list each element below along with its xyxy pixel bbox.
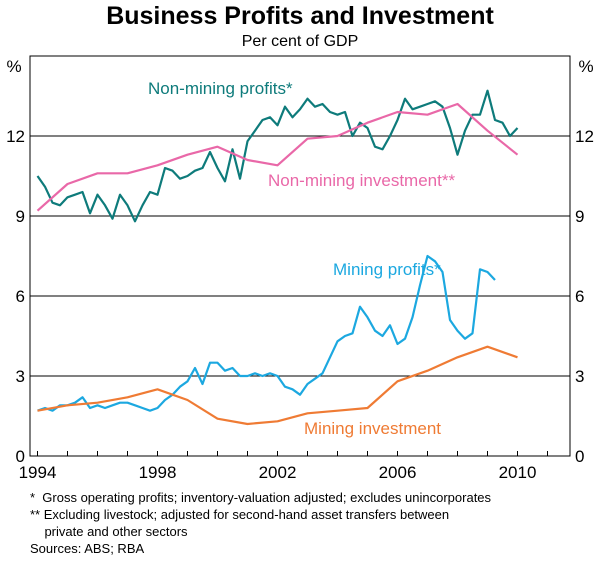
y-tick-left-12: 12: [6, 127, 25, 146]
plot-frame: [29, 55, 571, 457]
chart-subtitle: Per cent of GDP: [242, 33, 359, 50]
y-tick-left-0: 0: [16, 447, 25, 466]
footnote-investment-cont: private and other sectors: [30, 524, 188, 539]
y-tick-right-3: 3: [575, 367, 584, 386]
series-line-non-mining-profits: [36, 89, 519, 223]
x-tick-label-1994: 1994: [19, 463, 57, 482]
y-tick-right-6: 6: [575, 287, 584, 306]
y-tick-right-12: 12: [575, 127, 594, 146]
axis-ticks: 0 0 3 3 6 6 9 9 12 12 1994 1998 2002 2006 2010: [6, 127, 594, 482]
label-non-mining-profits: Non-mining profits*: [148, 79, 293, 98]
x-tick-label-2006: 2006: [379, 463, 417, 482]
x-tick-label-1998: 1998: [139, 463, 177, 482]
label-non-mining-investment: Non-mining investment**: [268, 171, 455, 190]
footnote-profits: * Gross operating profits; inventory-val…: [30, 490, 492, 505]
footnote-investment: ** Excluding livestock; adjusted for sec…: [30, 507, 449, 522]
y-unit-right: %: [578, 57, 593, 76]
series-line-non-mining-investment: [36, 102, 519, 212]
y-tick-left-3: 3: [16, 367, 25, 386]
chart-title: Business Profits and Investment: [106, 2, 494, 30]
y-unit-left: %: [6, 57, 21, 76]
x-tick-label-2002: 2002: [259, 463, 297, 482]
series-line-mining-profits: [37, 254, 496, 412]
y-tick-left-6: 6: [16, 287, 25, 306]
y-tick-left-9: 9: [16, 207, 25, 226]
sources: Sources: ABS; RBA: [30, 541, 144, 556]
label-mining-profits: Mining profits*: [333, 260, 441, 279]
x-tick-label-2010: 2010: [499, 463, 537, 482]
y-tick-right-9: 9: [575, 207, 584, 226]
series-lines: [36, 89, 519, 426]
gridlines: [30, 135, 570, 377]
label-mining-investment: Mining investment: [304, 419, 441, 438]
y-tick-right-0: 0: [575, 447, 584, 466]
series-line-mining-investment: [37, 345, 518, 426]
